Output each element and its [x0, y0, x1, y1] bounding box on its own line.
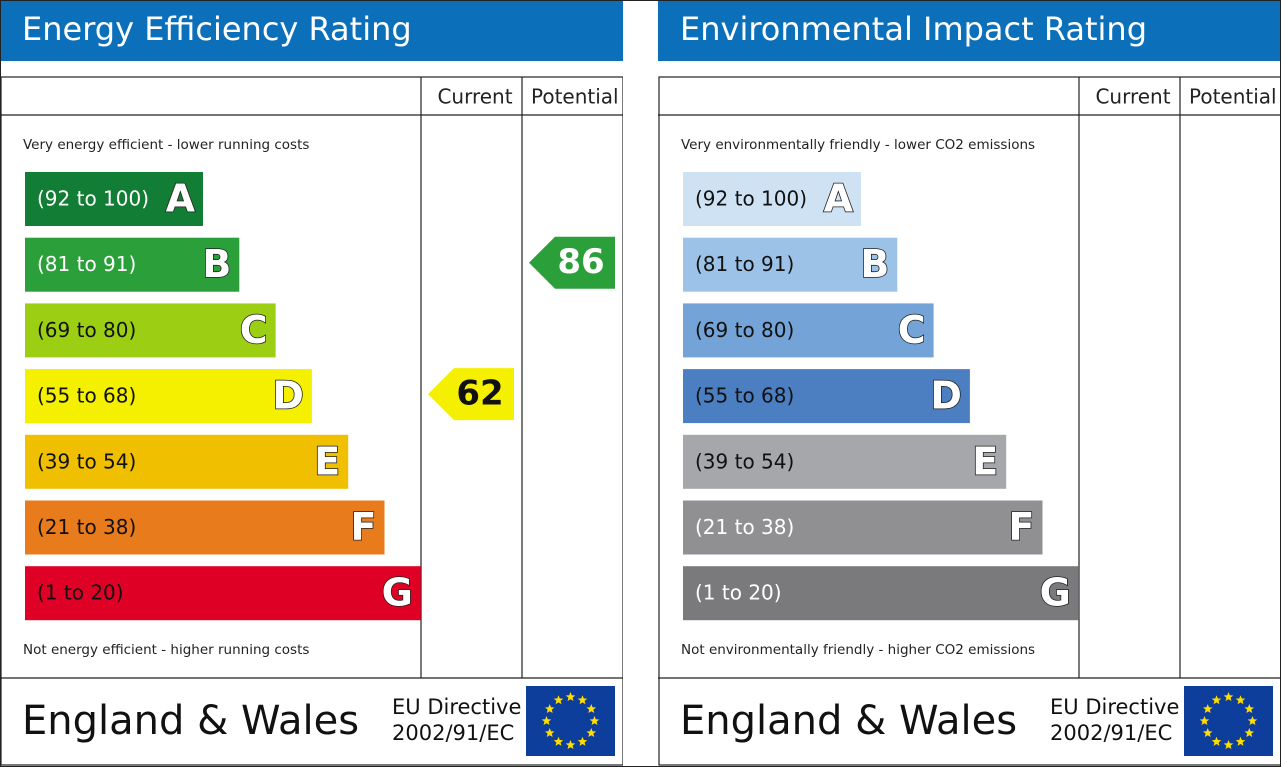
eu-star [1211, 695, 1222, 705]
eu-star [1211, 736, 1222, 746]
band-bar [683, 500, 1043, 555]
footer-directive: EU Directive [392, 695, 521, 719]
band-letter: D [930, 374, 962, 418]
band-range: (92 to 100) [37, 187, 149, 211]
band-bar [683, 566, 1079, 621]
column-header: Current [1095, 85, 1170, 109]
eu-star [1202, 704, 1213, 714]
band-letter: F [1009, 505, 1035, 549]
header-bar [658, 0, 1281, 61]
band-letter: G [382, 571, 413, 615]
eu-star [553, 736, 564, 746]
band-range: (69 to 80) [37, 318, 136, 342]
band-bar [25, 434, 349, 489]
rating-arrow [428, 368, 514, 421]
band-range: (69 to 80) [695, 318, 794, 342]
band-letter: C [240, 308, 268, 352]
eu-star [1199, 716, 1210, 726]
table-frame [658, 76, 1281, 766]
band-range: (81 to 91) [695, 252, 794, 276]
eu-star [1223, 692, 1234, 702]
eu-star [544, 704, 555, 714]
band-bar [25, 237, 240, 292]
eu-star [589, 716, 600, 726]
panel-content: Energy Efficiency Rating Current Potential… [0, 0, 623, 766]
eu-star [565, 740, 576, 750]
eu-star [1223, 740, 1234, 750]
band-bar [25, 500, 385, 555]
eu-star [586, 704, 597, 714]
rating-value: 62 [456, 374, 503, 414]
eu-star [1247, 716, 1258, 726]
footer-region: England & Wales [22, 698, 359, 744]
bottom-note: Not environmentally friendly - higher CO… [681, 642, 1035, 658]
eu-star [565, 692, 576, 702]
band-letter: A [166, 177, 196, 221]
band-range: (21 to 38) [695, 515, 794, 539]
bottom-note: Not energy efficient - higher running co… [23, 642, 309, 658]
band-letter: A [824, 177, 854, 221]
eu-star [1235, 736, 1246, 746]
band-bar [25, 172, 203, 226]
column-header: Potential [1189, 85, 1277, 109]
band-bar [25, 566, 421, 621]
band-range: (39 to 54) [695, 449, 794, 473]
eu-star [1244, 704, 1255, 714]
eu-star [1235, 695, 1246, 705]
rating-panel: Environmental Impact Rating Current Potent… [658, 0, 1281, 766]
band-range: (21 to 38) [37, 515, 136, 539]
band-letter: D [272, 374, 304, 418]
band-range: (55 to 68) [695, 384, 794, 408]
band-bar [683, 237, 898, 292]
panel-content: Environmental Impact Rating Current Potent… [658, 0, 1281, 766]
column-header: Current [437, 85, 512, 109]
panel-title: Energy Efficiency Rating [22, 10, 412, 48]
footer-region: England & Wales [680, 698, 1017, 744]
band-range: (1 to 20) [695, 581, 782, 605]
band-bar [683, 369, 970, 424]
eu-star [544, 728, 555, 738]
band-letter: C [898, 308, 926, 352]
footer-directive: 2002/91/EC [1050, 721, 1172, 745]
eu-star [586, 728, 597, 738]
band-range: (55 to 68) [37, 384, 136, 408]
band-range: (92 to 100) [695, 187, 807, 211]
band-letter: E [314, 439, 340, 483]
rating-value: 86 [557, 242, 604, 282]
footer-directive: 2002/91/EC [392, 721, 514, 745]
top-note: Very environmentally friendly - lower CO… [681, 137, 1035, 153]
band-range: (81 to 91) [37, 252, 136, 276]
band-bar [683, 172, 861, 226]
eu-star [1202, 728, 1213, 738]
band-letter: G [1040, 571, 1071, 615]
eu-star [577, 695, 588, 705]
band-range: (39 to 54) [37, 449, 136, 473]
eu-star [553, 695, 564, 705]
band-letter: E [972, 439, 998, 483]
rating-arrow [529, 236, 615, 289]
band-range: (1 to 20) [37, 581, 124, 605]
eu-star [1244, 728, 1255, 738]
band-letter: B [202, 242, 231, 286]
footer-directive: EU Directive [1050, 695, 1179, 719]
band-bar [683, 303, 934, 358]
column-header: Potential [531, 85, 619, 109]
eu-star [541, 716, 552, 726]
header-bar [0, 0, 623, 61]
top-note: Very energy efficient - lower running co… [23, 137, 309, 153]
rating-panel: Energy Efficiency Rating Current Potential… [0, 0, 623, 766]
band-letter: F [351, 505, 377, 549]
band-bar [25, 369, 312, 424]
band-letter: B [860, 242, 889, 286]
band-bar [683, 434, 1007, 489]
panel-title: Environmental Impact Rating [680, 10, 1147, 48]
eu-star [577, 736, 588, 746]
band-bar [25, 303, 276, 358]
